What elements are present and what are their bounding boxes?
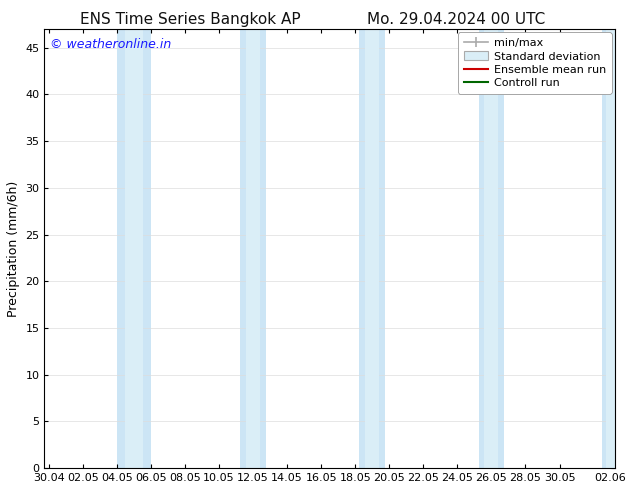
Bar xyxy=(246,29,260,468)
Bar xyxy=(606,29,615,468)
Text: Mo. 29.04.2024 00 UTC: Mo. 29.04.2024 00 UTC xyxy=(367,12,546,27)
Bar xyxy=(365,29,379,468)
Bar xyxy=(117,29,151,468)
Bar xyxy=(359,29,385,468)
Y-axis label: Precipitation (mm/6h): Precipitation (mm/6h) xyxy=(7,180,20,317)
Text: ENS Time Series Bangkok AP: ENS Time Series Bangkok AP xyxy=(80,12,301,27)
Legend: min/max, Standard deviation, Ensemble mean run, Controll run: min/max, Standard deviation, Ensemble me… xyxy=(458,32,612,94)
Text: © weatheronline.in: © weatheronline.in xyxy=(50,38,171,51)
Bar xyxy=(124,29,143,468)
Bar xyxy=(240,29,266,468)
Bar xyxy=(602,29,619,468)
Bar xyxy=(479,29,504,468)
Bar xyxy=(484,29,498,468)
